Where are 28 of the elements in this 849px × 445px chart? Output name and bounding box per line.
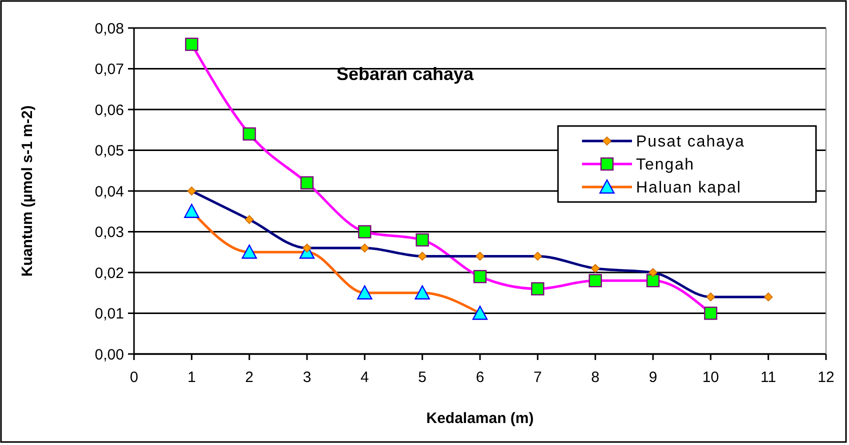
text: Sebaran cahaya (336, 64, 475, 84)
y-tick-label: 0,07 (94, 61, 124, 78)
y-tick-label: 0,02 (94, 264, 124, 282)
x-tick-label: 11 (760, 369, 776, 386)
x-tick-label: 2 (245, 369, 254, 386)
y-tick-label: 0,05 (94, 142, 124, 160)
y-axis-title: Kuantum (µmol s-1 m-2) (19, 105, 36, 277)
y-tick-label: 0,00 (94, 346, 124, 364)
x-tick-label: 1 (187, 369, 196, 386)
x-tick-label: 12 (818, 369, 834, 386)
x-tick-label: 9 (648, 369, 658, 386)
legend-label: Haluan kapal (636, 180, 742, 197)
x-tick-label: 5 (418, 369, 427, 386)
x-tick-label: 3 (302, 369, 312, 386)
x-tick-label: 6 (476, 369, 484, 386)
x-tick-label: 7 (533, 369, 542, 386)
y-tick-label: 0,03 (94, 224, 124, 241)
y-tick-label: 0,08 (94, 20, 124, 38)
x-axis-title: Kedalaman (m) (426, 410, 534, 427)
legend-label: Tengah (636, 156, 694, 174)
y-tick-label: 0,01 (94, 306, 124, 322)
x-tick-label: 8 (591, 369, 600, 386)
x-tick-label: 4 (360, 369, 369, 386)
y-tick-label: 0,04 (94, 183, 124, 200)
x-tick-label: 0 (130, 369, 138, 386)
x-tick-label: 10 (702, 369, 720, 386)
legend-label: Pusat cahaya (636, 134, 745, 151)
y-tick-label: 0,06 (94, 102, 124, 119)
